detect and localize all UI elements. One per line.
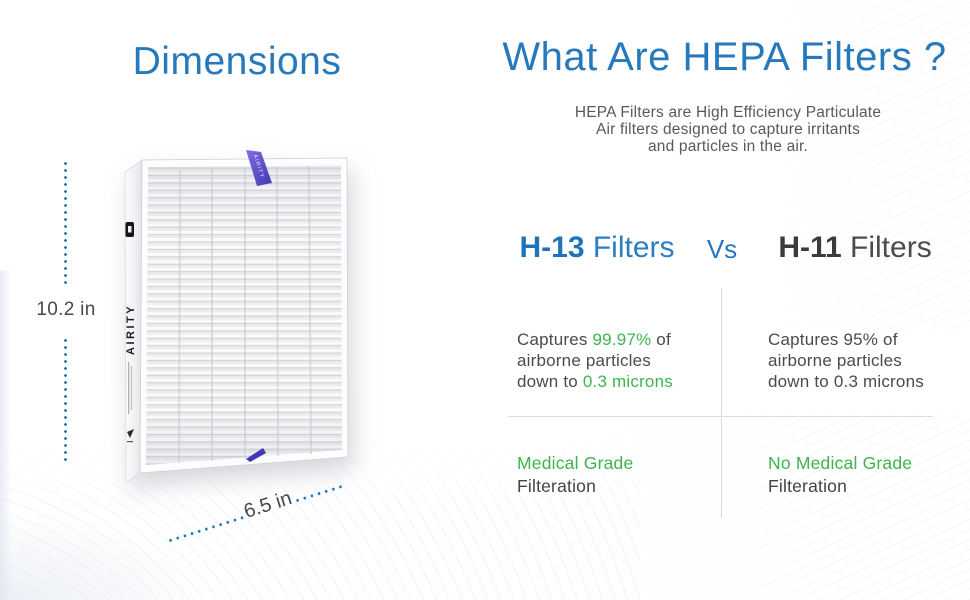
bottom-ribbon-tab — [246, 448, 266, 462]
hepa-subtitle: HEPA Filters are High Efficiency Particu… — [518, 104, 938, 155]
pleat-column-separators — [178, 165, 312, 464]
highlight-microns: 0.3 microns — [582, 372, 673, 391]
height-dimension-line-top — [64, 160, 67, 288]
brand-ribbon-tab: AIRITY — [246, 150, 272, 186]
hepa-subtitle-line: HEPA Filters are High Efficiency Particu… — [574, 104, 882, 121]
text-segment: Captures — [517, 330, 593, 349]
text-segment: down to — [517, 372, 583, 391]
vs-label: Vs — [706, 234, 738, 264]
h13-capture-text: Captures 99.97% of airborne particles do… — [517, 329, 717, 392]
hepa-filter-product-image: AIRITY AIRITY — [124, 150, 349, 484]
h13-capture-line3: down to 0.3 microns — [517, 371, 717, 392]
comparison-divider-vertical — [721, 288, 722, 518]
h13-capture-line1: Captures 99.97% of — [517, 329, 717, 350]
hepa-subtitle-line: and particles in the air. — [647, 138, 809, 155]
h13-suffix: Filters — [584, 231, 675, 264]
h11-capture-line3: down to 0.3 microns — [768, 372, 924, 391]
hepa-subtitle-line: Air filters designed to capture irritant… — [595, 121, 861, 138]
h11-grade-line2: Filteration — [768, 476, 848, 496]
h11-grade-line1: No Medical Grade — [768, 453, 913, 473]
height-label: 10.2 in — [36, 299, 96, 320]
h13-grade-line1: Medical Grade — [517, 453, 634, 473]
h13-grade-line2: Filteration — [517, 476, 597, 496]
h13-filters-heading: H-13 Filters — [503, 231, 691, 265]
h11-capture-line1: Captures 95% of — [768, 330, 898, 349]
text-segment: of — [651, 330, 671, 349]
bottom-left-corner-tint — [0, 510, 220, 600]
h13-capture-line2: airborne particles — [517, 351, 651, 370]
diagonal-hatch-texture-bottom-right — [490, 415, 970, 600]
side-face-print: AIRITY — [125, 222, 137, 443]
height-dimension-line-bottom — [64, 337, 67, 461]
h11-suffix: Filters — [841, 231, 932, 264]
comparison-divider-horizontal — [508, 416, 932, 417]
h13-grade-text: Medical Grade Filteration — [517, 452, 727, 498]
h11-capture-line2: airborne particles — [768, 351, 902, 370]
h13-name: H-13 — [519, 231, 585, 264]
diagonal-hatch-texture-top-right — [740, 0, 970, 330]
hepa-title: What Are HEPA Filters ? — [502, 35, 947, 79]
h11-filters-heading: H-11 Filters — [763, 231, 947, 265]
side-brand-text: AIRITY — [125, 304, 137, 355]
h11-capture-text: Captures 95% of airborne particles down … — [768, 329, 968, 392]
highlight-99-97: 99.97% — [592, 330, 652, 349]
h11-grade-text: No Medical Grade Filteration — [768, 452, 970, 498]
h11-name: H-11 — [778, 231, 842, 264]
dimensions-title: Dimensions — [132, 40, 342, 83]
